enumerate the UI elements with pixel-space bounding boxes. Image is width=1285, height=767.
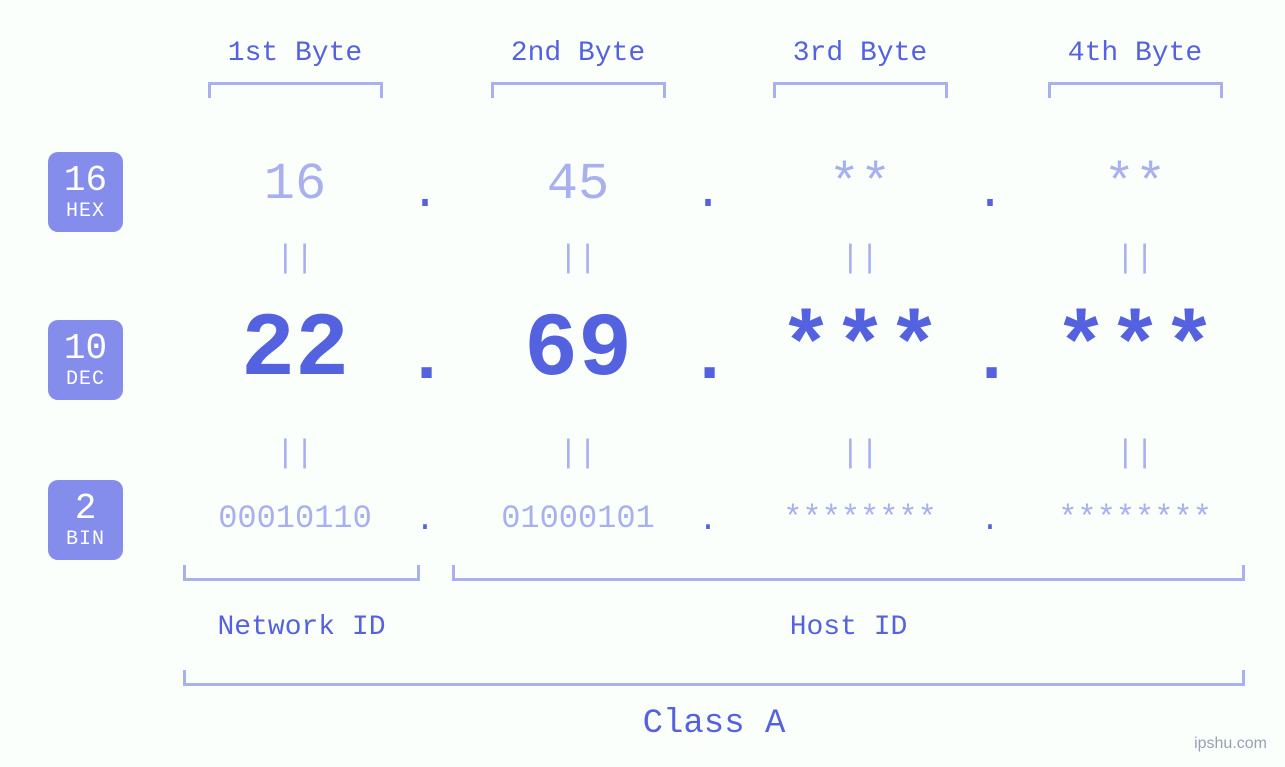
- byte-header-2: 2nd Byte: [456, 38, 701, 69]
- radix-badge-label: HEX: [66, 201, 105, 223]
- dec-byte-2: 69: [456, 300, 701, 402]
- equals-dec-bin-3: ||: [830, 435, 890, 472]
- hex-byte-4: **: [1013, 155, 1258, 214]
- hex-dot-2: .: [688, 167, 728, 221]
- bin-byte-4: ********: [1013, 500, 1258, 537]
- dec-byte-3: ***: [738, 300, 983, 402]
- radix-badge-bin: 2 BIN: [48, 480, 123, 560]
- bin-dot-2: .: [688, 502, 728, 539]
- byte-header-1: 1st Byte: [173, 38, 418, 69]
- byte-bracket-3: [773, 82, 948, 98]
- host-id-label: Host ID: [452, 612, 1245, 643]
- bin-byte-1: 00010110: [173, 500, 418, 537]
- dec-dot-3: .: [970, 318, 1010, 400]
- radix-badge-label: BIN: [66, 529, 105, 551]
- hex-byte-2: 45: [456, 155, 701, 214]
- hex-byte-3: **: [738, 155, 983, 214]
- equals-hex-dec-3: ||: [830, 240, 890, 277]
- host-bracket: [452, 565, 1245, 581]
- hex-dot-3: .: [970, 167, 1010, 221]
- byte-bracket-4: [1048, 82, 1223, 98]
- equals-dec-bin-2: ||: [548, 435, 608, 472]
- bin-byte-3: ********: [738, 500, 983, 537]
- network-bracket: [183, 565, 420, 581]
- equals-hex-dec-1: ||: [265, 240, 325, 277]
- dec-byte-1: 22: [173, 300, 418, 402]
- bin-dot-1: .: [405, 502, 445, 539]
- radix-badge-num: 2: [75, 489, 97, 529]
- hex-dot-1: .: [405, 167, 445, 221]
- byte-bracket-1: [208, 82, 383, 98]
- radix-badge-num: 16: [64, 161, 107, 201]
- equals-dec-bin-4: ||: [1105, 435, 1165, 472]
- radix-badge-label: DEC: [66, 369, 105, 391]
- equals-hex-dec-4: ||: [1105, 240, 1165, 277]
- dec-dot-2: .: [688, 318, 728, 400]
- network-id-label: Network ID: [183, 612, 420, 643]
- radix-badge-hex: 16 HEX: [48, 152, 123, 232]
- bin-byte-2: 01000101: [456, 500, 701, 537]
- class-bracket: [183, 670, 1245, 686]
- equals-hex-dec-2: ||: [548, 240, 608, 277]
- dec-dot-1: .: [405, 318, 445, 400]
- byte-bracket-2: [491, 82, 666, 98]
- byte-header-3: 3rd Byte: [738, 38, 983, 69]
- radix-badge-num: 10: [64, 329, 107, 369]
- watermark: ipshu.com: [1194, 735, 1267, 753]
- class-label: Class A: [183, 705, 1245, 743]
- byte-header-4: 4th Byte: [1013, 38, 1258, 69]
- hex-byte-1: 16: [173, 155, 418, 214]
- equals-dec-bin-1: ||: [265, 435, 325, 472]
- bin-dot-3: .: [970, 502, 1010, 539]
- radix-badge-dec: 10 DEC: [48, 320, 123, 400]
- dec-byte-4: ***: [1013, 300, 1258, 402]
